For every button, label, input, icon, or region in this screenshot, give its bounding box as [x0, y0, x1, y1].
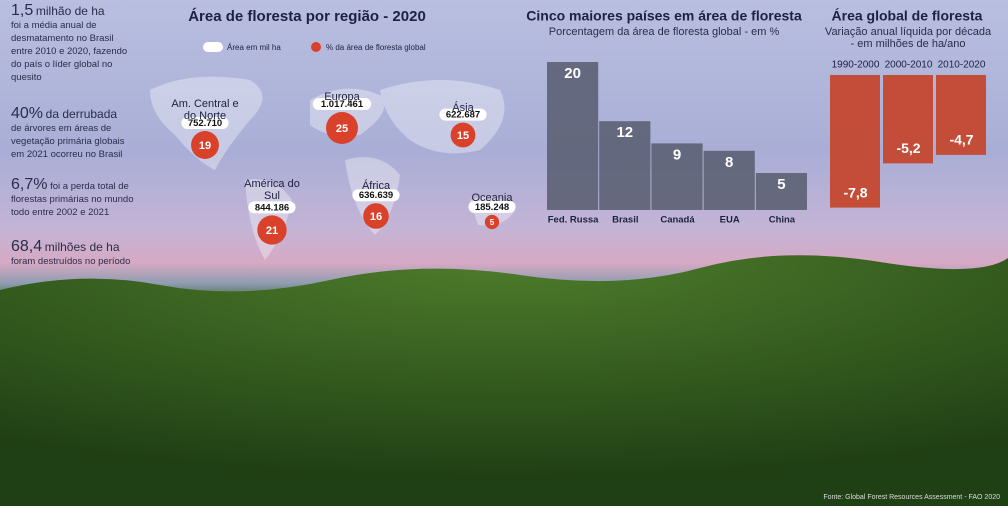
x-tick-label: Canadá [660, 215, 695, 226]
note: 68,4 milhões de ha foram destruídos no pe… [11, 238, 136, 268]
bar-value: 5 [777, 176, 785, 193]
bubble-label: 19 [199, 140, 211, 152]
x-tick-label: Brasil [612, 215, 638, 226]
note: 6,7% foi a perda total de florestas prim… [11, 176, 136, 219]
bar-value: -7,8 [843, 184, 867, 200]
bar-value: 20 [564, 65, 581, 82]
bar-value: -5,2 [896, 140, 920, 156]
bubble-label: 21 [266, 225, 278, 237]
bar-title: Cinco maiores países em área de floresta [526, 8, 802, 24]
bar [936, 75, 986, 155]
bar-value: 8 [725, 154, 733, 171]
note-body: foi a perda total de florestas primárias… [11, 181, 134, 218]
note-lead: milhões de ha [44, 240, 120, 254]
area-pill [439, 108, 487, 121]
bubble [191, 131, 219, 159]
region-name: Am. Central e do Norte [171, 98, 239, 122]
note-lead: da derrubada [45, 107, 118, 121]
note: 1,5 milhão de ha foi a média anual de des… [11, 2, 136, 84]
area-label: 1.017.461 [321, 99, 364, 110]
x-tick-label: 2000-2010 [885, 60, 933, 71]
area-pill [312, 98, 372, 110]
bubble [450, 122, 476, 148]
bar-value: 12 [616, 124, 633, 141]
note: 40% da derrubada de árvores em áreas de v… [11, 105, 136, 161]
region-name: Oceania [471, 192, 513, 204]
bar [651, 143, 703, 210]
bubble [484, 214, 500, 230]
note-figure: 6,7% [11, 176, 48, 193]
legend-swatch [311, 42, 321, 52]
legend-swatch [203, 42, 223, 52]
area-pill [468, 200, 516, 213]
area-pill [352, 189, 400, 202]
source: Fonte: Global Forest Resources Assessmen… [823, 494, 1000, 501]
bubble [326, 112, 358, 144]
region-name: Ásia [452, 102, 474, 114]
bubble-label: 16 [370, 211, 382, 223]
bar-subtitle: Porcentagem da área de floresta global -… [549, 26, 780, 38]
note-body: foi a média anual de desmatamento no Bra… [11, 20, 128, 83]
bar-value: 9 [673, 146, 681, 163]
x-tick-label: 2010-2020 [938, 60, 986, 71]
map-title: Área de floresta por região - 2020 [188, 8, 426, 25]
area-pill [248, 201, 296, 214]
x-tick-label: Fed. Russa [548, 215, 599, 226]
area-label: 185.248 [475, 202, 509, 213]
area-label: 752.710 [188, 118, 222, 129]
bar [755, 173, 807, 210]
forest [0, 255, 1008, 506]
area-label: 844.186 [255, 202, 289, 213]
note-figure: 1,5 [11, 2, 34, 19]
decade-title: Área global de floresta [832, 8, 983, 24]
region-name: América do Sul [244, 178, 300, 202]
x-tick-label: 1990-2000 [832, 60, 880, 71]
bubble [257, 215, 287, 245]
bubble-label: 25 [336, 123, 348, 135]
region-name: Europa [324, 91, 360, 103]
bar-value: -4,7 [949, 132, 973, 148]
bar [830, 75, 880, 208]
bar [547, 62, 599, 210]
area-pill [181, 117, 229, 130]
bar [703, 150, 755, 210]
bubble-label: 5 [490, 218, 495, 227]
x-tick-label: China [769, 215, 796, 226]
bar [883, 75, 933, 164]
note-lead: milhão de ha [35, 4, 105, 18]
note-figure: 68,4 [11, 238, 43, 255]
bar [599, 121, 651, 210]
x-tick-label: EUA [720, 215, 740, 226]
region-name: África [361, 180, 391, 192]
legend-label: % da área de floresta global [326, 43, 426, 52]
legend-label: Área em mil ha [227, 43, 281, 52]
note-body: foram destruídos no período [11, 256, 131, 267]
note-body: de árvores em áreas de vegetação primári… [11, 123, 125, 160]
area-label: 622.687 [446, 110, 480, 121]
area-label: 636.639 [359, 190, 393, 201]
note-figure: 40% [11, 105, 44, 122]
decade-subtitle: Variação anual líquida por década - em m… [824, 26, 992, 50]
bubble [363, 203, 389, 229]
bubble-label: 15 [457, 130, 469, 142]
